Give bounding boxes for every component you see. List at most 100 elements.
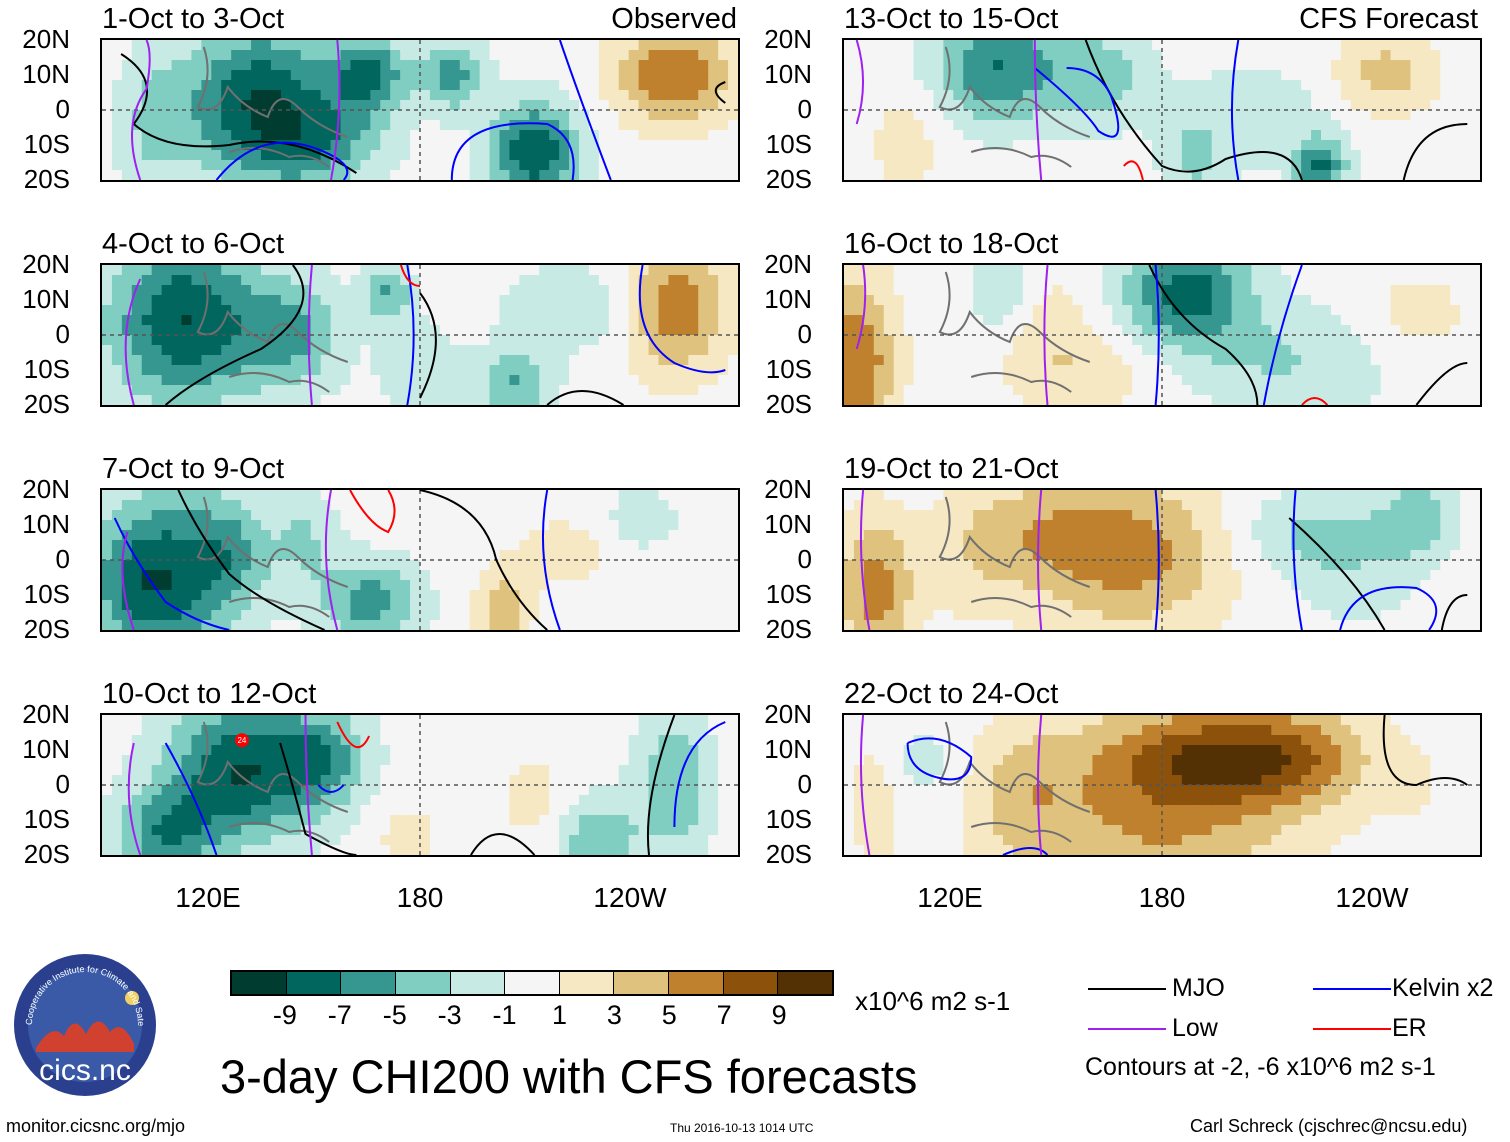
heatmap-cell [923,150,935,161]
heatmap-cell [933,170,944,180]
heatmap-cell [499,150,511,161]
heatmap-cell [400,550,411,561]
heatmap-cell [598,765,610,776]
heatmap-cell [499,610,511,621]
heatmap-cell [1460,90,1471,101]
heatmap-cell [529,315,540,326]
heatmap-cell [151,735,163,746]
heatmap-cell [1122,90,1133,101]
heatmap-cell [459,295,471,306]
heatmap-cell [360,305,371,316]
heatmap-cell [479,120,491,131]
heatmap-cell [678,715,689,726]
heatmap-cell [618,100,630,111]
heatmap-cell [221,305,232,316]
heatmap-cell [1201,130,1213,141]
heatmap-cell [658,385,670,396]
heatmap-cell [290,570,302,581]
heatmap-cell [579,580,590,591]
heatmap-cell [678,825,689,836]
heatmap-cell [1390,150,1402,161]
heatmap-cell [330,590,342,601]
heatmap-cell [1211,50,1223,61]
heatmap-cell [579,70,590,81]
heatmap-cell [390,510,401,521]
heatmap-cell [1360,160,1372,171]
heatmap-cell [270,540,282,551]
heatmap-cell [618,60,630,71]
heatmap-cell [181,90,193,101]
heatmap-cell [519,500,530,511]
heatmap-cell [151,715,163,726]
heatmap-cell [1052,355,1064,366]
heatmap-cell [310,365,322,376]
contour-line [349,490,396,534]
heatmap-cell [400,100,411,111]
heatmap-cell [588,560,600,571]
heatmap-cell [390,305,401,316]
heatmap-cell [598,285,610,296]
heatmap-cell [111,365,123,376]
heatmap-cell [973,120,984,131]
heatmap-cell [549,600,560,611]
heatmap-cell [360,80,371,91]
heatmap-cell [270,275,282,286]
heatmap-cell [628,265,640,276]
heatmap-cell [1330,90,1342,101]
heatmap-cell [211,40,222,51]
heatmap-cell [519,305,530,316]
heatmap-cell [499,580,511,591]
heatmap-cell [1311,120,1322,131]
heatmap-cell [688,775,699,786]
heatmap-cell [201,775,212,786]
heatmap-cell [648,540,660,551]
heatmap-cell [863,90,875,101]
heatmap-cell [121,395,133,405]
heatmap-cell [1321,130,1332,141]
heatmap-cell [350,815,361,826]
heatmap-cell [439,550,451,561]
heatmap-cell [469,305,481,316]
heatmap-cell [111,600,123,611]
heatmap-cell [469,590,481,601]
heatmap-cell [241,805,252,816]
heatmap-cell [350,520,361,531]
heatmap-cell [529,120,540,131]
heatmap-cell [1380,80,1392,91]
heatmap-cell [1152,110,1163,121]
heatmap-cell [161,490,173,501]
heatmap-cell [121,275,133,286]
heatmap-cell [439,785,451,796]
heatmap-cell [1052,150,1064,161]
heatmap-cell [181,590,193,601]
heatmap-cell [261,735,272,746]
heatmap-cell [608,285,620,296]
contour-line [164,265,305,405]
heatmap-cell [439,100,451,111]
heatmap-cell [1271,90,1282,101]
heatmap-cell [529,510,540,521]
heatmap-cell [718,345,729,356]
heatmap-cell [469,735,481,746]
heatmap-cell [360,490,371,501]
heatmap-cell [718,530,729,541]
heatmap-cell [1112,355,1123,366]
heatmap-cell [1271,70,1282,81]
heatmap-cell [638,90,650,101]
heatmap-cell [579,540,590,551]
heatmap-cell [539,110,550,121]
heatmap-cell [1122,295,1133,306]
heatmap-cell [1241,140,1253,151]
heatmap-cell [102,520,113,531]
heatmap-cell [350,610,361,621]
heatmap-cell [151,755,163,766]
heatmap-cell [181,365,193,376]
heatmap-cell [370,355,381,366]
heatmap-cell [102,835,113,846]
heatmap-cell [141,735,153,746]
heatmap-cell [410,325,421,336]
heatmap-cell [579,775,590,786]
heatmap-cell [1072,170,1084,180]
heatmap-cell [191,620,202,630]
heatmap-cell [280,530,292,541]
